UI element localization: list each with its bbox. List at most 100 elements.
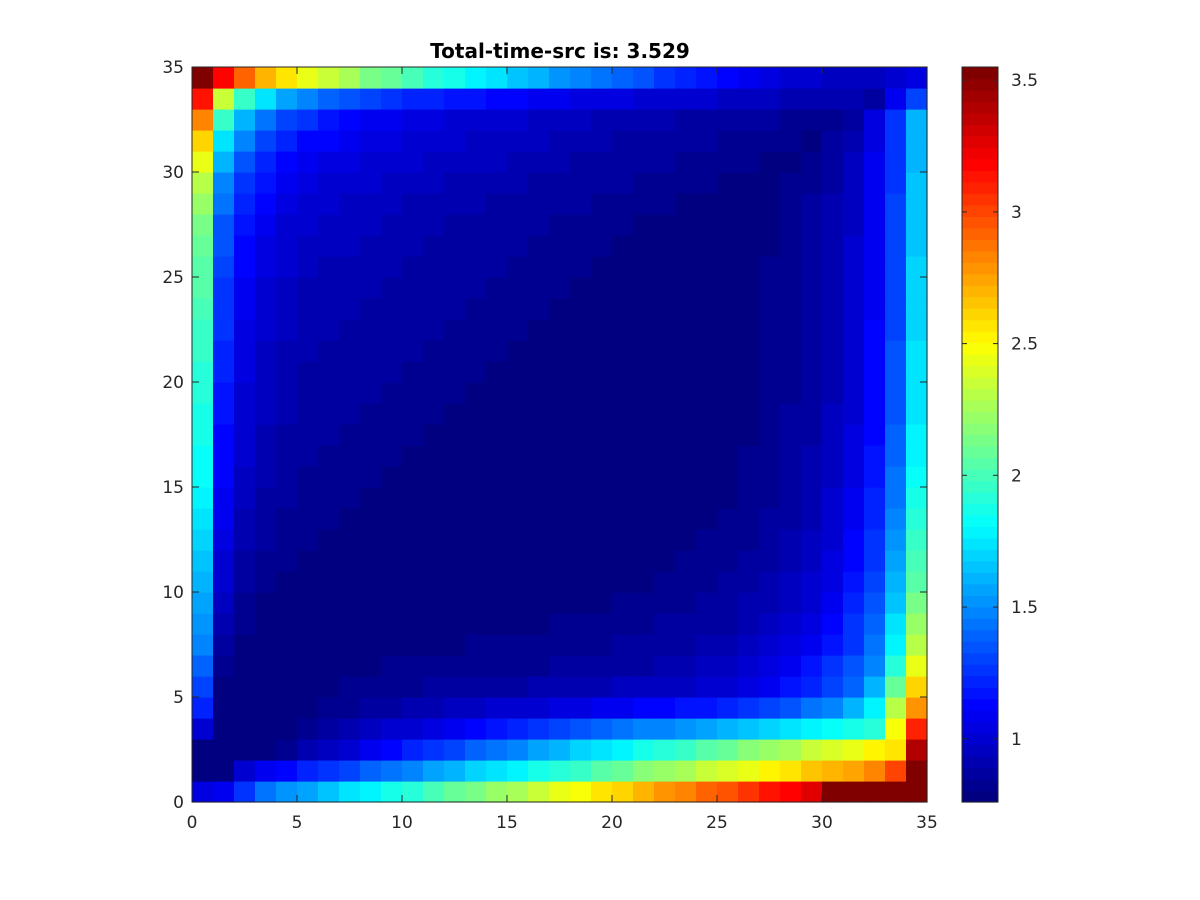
heatmap-cell	[843, 466, 865, 488]
heatmap-cell	[801, 655, 823, 677]
colorbar-segment	[962, 675, 998, 688]
heatmap-cell	[381, 88, 403, 110]
heatmap-cell	[885, 508, 907, 530]
heatmap-cell	[654, 424, 676, 446]
heatmap-cell	[906, 508, 928, 530]
heatmap-cell	[507, 235, 529, 257]
colorbar-segment	[962, 67, 998, 80]
heatmap-cell	[402, 781, 424, 803]
heatmap-cell	[549, 466, 571, 488]
heatmap-cell	[801, 403, 823, 425]
heatmap-cell	[822, 634, 844, 656]
heatmap-cell	[423, 445, 445, 467]
heatmap-cell	[213, 382, 235, 404]
heatmap-cell	[276, 739, 298, 761]
heatmap-cell	[402, 424, 424, 446]
heatmap-cell	[780, 697, 802, 719]
colorbar-segment	[962, 273, 998, 286]
heatmap-cell	[822, 298, 844, 320]
heatmap-cell	[402, 319, 424, 341]
heatmap-cell	[381, 529, 403, 551]
heatmap-cell	[339, 613, 361, 635]
heatmap-cell	[507, 676, 529, 698]
heatmap-cell	[339, 424, 361, 446]
heatmap-cell	[381, 214, 403, 236]
heatmap-cell	[570, 718, 592, 740]
heatmap-cell	[444, 445, 466, 467]
heatmap-cell	[486, 613, 508, 635]
heatmap-cell	[402, 592, 424, 614]
heatmap-cell	[276, 781, 298, 803]
heatmap-cell	[213, 718, 235, 740]
heatmap-cell	[444, 739, 466, 761]
heatmap-cell	[360, 781, 382, 803]
heatmap-cell	[381, 235, 403, 257]
heatmap-cell	[759, 88, 781, 110]
heatmap-cell	[318, 592, 340, 614]
heatmap-cell	[444, 697, 466, 719]
heatmap-cell	[738, 571, 760, 593]
heatmap-cell	[696, 109, 718, 131]
heatmap-cell	[759, 361, 781, 383]
heatmap-cell	[381, 319, 403, 341]
heatmap-cell	[213, 361, 235, 383]
heatmap-cell	[885, 193, 907, 215]
heatmap-cell	[612, 151, 634, 173]
heatmap-cell	[360, 403, 382, 425]
heatmap-cell	[381, 67, 403, 89]
heatmap-cell	[738, 298, 760, 320]
heatmap-cell	[843, 487, 865, 509]
heatmap-cell	[486, 256, 508, 278]
heatmap-cell	[633, 487, 655, 509]
heatmap-cell	[360, 466, 382, 488]
heatmap-cell	[759, 235, 781, 257]
heatmap-cell	[276, 193, 298, 215]
heatmap-cell	[843, 403, 865, 425]
heatmap-cell	[696, 424, 718, 446]
heatmap-cell	[234, 256, 256, 278]
heatmap-cell	[423, 298, 445, 320]
heatmap-cell	[570, 445, 592, 467]
heatmap-cell	[444, 214, 466, 236]
heatmap-cell	[213, 550, 235, 572]
heatmap-cell	[759, 613, 781, 635]
heatmap-cell	[822, 571, 844, 593]
heatmap-cell	[234, 634, 256, 656]
heatmap-cell	[696, 235, 718, 257]
heatmap-cell	[717, 487, 739, 509]
heatmap-cell	[339, 130, 361, 152]
heatmap-cell	[675, 256, 697, 278]
heatmap-cell	[654, 361, 676, 383]
heatmap-cell	[255, 613, 277, 635]
x-tick-label: 10	[391, 813, 413, 833]
heatmap-cell	[906, 424, 928, 446]
heatmap-cell	[255, 781, 277, 803]
heatmap-cell	[675, 319, 697, 341]
heatmap-cell	[339, 739, 361, 761]
heatmap-cell	[570, 634, 592, 656]
heatmap-cell	[654, 487, 676, 509]
heatmap-cell	[507, 571, 529, 593]
heatmap-cell	[801, 445, 823, 467]
heatmap-cell	[864, 445, 886, 467]
heatmap-cell	[633, 718, 655, 740]
heatmap-cell	[717, 214, 739, 236]
heatmap-cell	[843, 529, 865, 551]
heatmap-cell	[654, 235, 676, 257]
heatmap-cell	[654, 193, 676, 215]
heatmap-cell	[549, 340, 571, 362]
heatmap-cell	[192, 760, 214, 782]
heatmap-cell	[276, 88, 298, 110]
heatmap-cell	[885, 781, 907, 803]
heatmap-cell	[528, 529, 550, 551]
heatmap-cell	[906, 445, 928, 467]
heatmap-cell	[381, 592, 403, 614]
heatmap-cell	[549, 109, 571, 131]
heatmap-cell	[234, 592, 256, 614]
heatmap-cell	[528, 592, 550, 614]
heatmap-cell	[738, 193, 760, 215]
heatmap-cell	[654, 571, 676, 593]
heatmap-cell	[822, 151, 844, 173]
heatmap-cell	[360, 193, 382, 215]
